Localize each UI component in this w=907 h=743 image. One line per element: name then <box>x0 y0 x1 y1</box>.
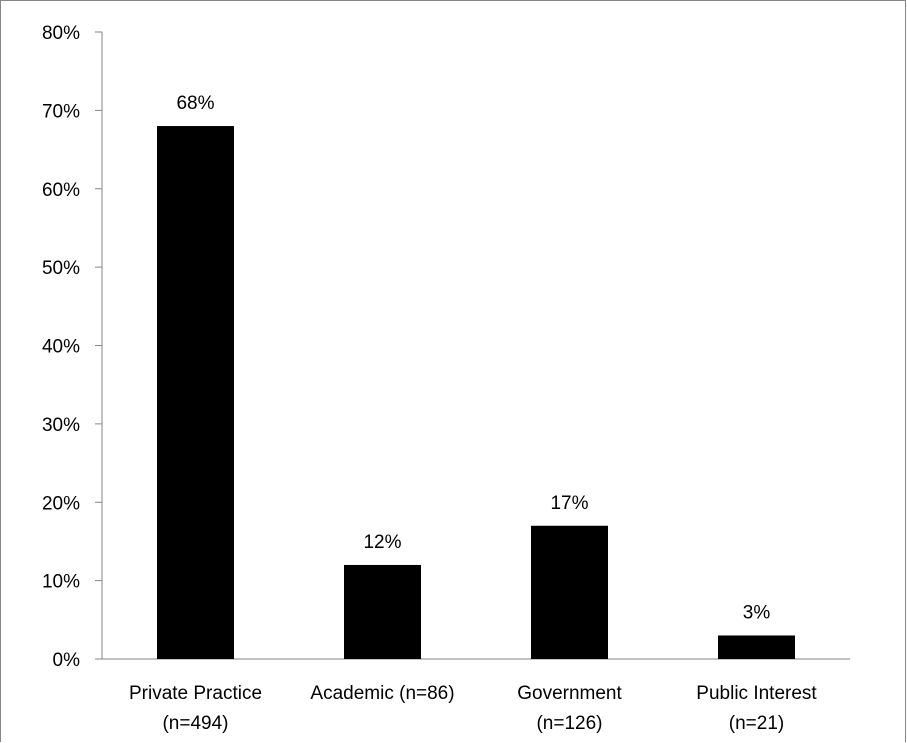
data-label: 12% <box>363 532 401 553</box>
data-label: 17% <box>550 493 588 514</box>
data-label: 68% <box>176 93 214 114</box>
y-tick-label: 40% <box>42 337 80 358</box>
bar <box>344 564 421 659</box>
data-label: 3% <box>743 602 771 623</box>
bar <box>531 525 608 659</box>
bar <box>157 126 234 660</box>
x-category-label: (n=21) <box>729 713 784 734</box>
y-tick-label: 20% <box>42 493 80 514</box>
y-tick-label: 10% <box>42 572 80 593</box>
y-tick-label: 80% <box>42 23 80 44</box>
y-tick-label: 50% <box>42 258 80 279</box>
x-category-label: (n=494) <box>162 713 228 734</box>
x-category-label: (n=126) <box>536 713 602 734</box>
bar <box>718 635 795 659</box>
x-category-label: Government <box>517 683 622 704</box>
y-tick-label: 30% <box>42 415 80 436</box>
y-tick-label: 0% <box>53 650 81 671</box>
x-category-label: Private Practice <box>129 683 262 704</box>
y-tick-label: 70% <box>42 101 80 122</box>
x-category-label: Public Interest <box>696 683 817 704</box>
x-category-label: Academic (n=86) <box>310 683 454 704</box>
y-tick-label: 60% <box>42 180 80 201</box>
